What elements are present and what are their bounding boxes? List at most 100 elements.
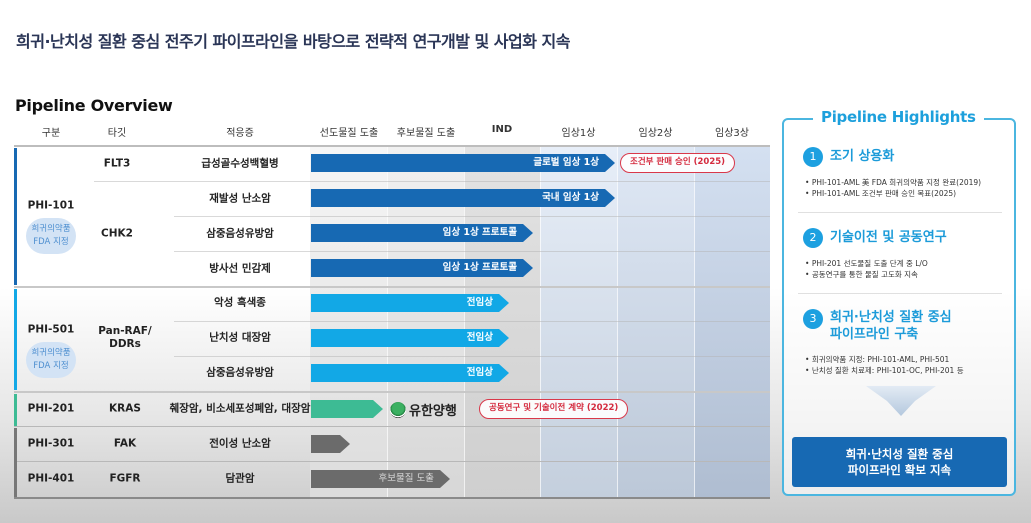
highlight-heading-2: 기술이전 및 공동연구 [830, 230, 947, 245]
group-bar-phi501 [14, 289, 17, 390]
group-divider [14, 391, 770, 393]
licensing-contract-pill: 공동연구 및 기술이전 계약 (2022) [479, 399, 629, 419]
program-id-phi101: PHI-101 [27, 199, 75, 212]
progress-bar-phi301 [311, 435, 350, 453]
target-line: Pan-RAF/ [98, 324, 152, 337]
number-badge-1: 1 [803, 147, 823, 167]
progress-bar-phi101-oc: 국내 임상 1상 [311, 189, 615, 207]
bullet-item: 희귀의약품 지정: PHI-101-AML, PHI-501 [805, 354, 964, 365]
row-divider [174, 321, 770, 322]
highlight-heading-3: 희귀·난치성 질환 중심 파이프라인 구축 [830, 309, 952, 343]
col-header-target: 타깃 [107, 128, 127, 139]
indication: 담관암 [225, 472, 255, 485]
program-id-phi201: PHI-201 [27, 402, 75, 415]
indication: 악성 흑색종 [214, 296, 266, 309]
progress-bar-phi201 [311, 400, 383, 418]
number-badge-3: 3 [803, 309, 823, 329]
indication: 삼중음성유방암 [206, 366, 274, 379]
group-bar-phi201 [14, 394, 17, 426]
col-header-ind: IND [491, 124, 513, 135]
target-flt3: FLT3 [103, 157, 131, 170]
indication: 난치성 대장암 [209, 331, 271, 344]
progress-bar-phi501-tnbc: 전임상 [311, 364, 509, 382]
yuhan-logo-icon [390, 401, 406, 418]
stage-separator [464, 147, 465, 497]
col-header-lead: 선도물질 도출 [319, 128, 379, 139]
group-bar-phi301-401 [14, 428, 17, 497]
col-header-indication: 적응증 [226, 128, 254, 139]
highlight-heading-1: 조기 상용화 [830, 149, 895, 164]
col-header-phase1: 임상1상 [561, 128, 596, 139]
col-header-phase3: 임상3상 [715, 128, 749, 139]
program-id-phi501: PHI-501 [27, 323, 75, 336]
stage-separator [617, 147, 618, 497]
group-bar-phi101 [14, 148, 17, 285]
highlight-bullets-3: 희귀의약품 지정: PHI-101-AML, PHI-501 난치성 질환 치료… [805, 354, 964, 376]
highlight-divider [798, 293, 1002, 294]
progress-bar-phi101-radio: 임상 1상 프로토콜 [311, 259, 533, 277]
row-divider [174, 356, 770, 357]
highlights-title: Pipeline Highlights [813, 108, 984, 126]
bullet-item: 공동연구를 통한 물질 고도화 지속 [805, 269, 928, 280]
progress-bar-phi101-tnbc: 임상 1상 프로토콜 [311, 224, 533, 242]
target-fak: FAK [113, 437, 137, 450]
stage-separator [540, 147, 541, 497]
indication: 급성골수성백혈병 [201, 157, 279, 170]
row-divider [94, 181, 770, 182]
progress-bar-phi101-aml: 글로벌 임상 1상 [311, 154, 615, 172]
target-chk2: CHK2 [101, 227, 133, 240]
fda-orphan-badge: 희귀의약품 FDA 지정 [26, 218, 76, 254]
badge-line: FDA 지정 [33, 361, 69, 371]
highlights-result-box: 희귀·난치성 질환 중심 파이프라인 확보 지속 [792, 437, 1007, 487]
highlight-bullets-2: PHI-201 선도물질 도출 단계 중 L/O 공동연구를 통한 물질 고도화… [805, 258, 928, 280]
col-header-candidate: 후보물질 도출 [396, 128, 456, 139]
header-divider [14, 145, 770, 147]
group-divider [14, 426, 770, 427]
badge-line: 희귀의약품 [31, 348, 71, 358]
pipeline-table: 구분 타깃 적응증 선도물질 도출 후보물질 도출 IND 임상1상 임상2상 … [14, 120, 770, 500]
conditional-approval-pill: 조건부 판매 승인 (2025) [620, 153, 736, 173]
result-line: 희귀·난치성 질환 중심 [845, 447, 954, 461]
partner-name: 유한양행 [409, 404, 457, 419]
indication: 재발성 난소암 [209, 192, 271, 205]
target-kras: KRAS [109, 402, 141, 415]
bullet-item: PHI-201 선도물질 도출 단계 중 L/O [805, 258, 928, 269]
row-divider [174, 216, 770, 217]
bullet-item: 난치성 질환 치료제: PHI-101-OC, PHI-201 등 [805, 365, 964, 376]
group-divider [14, 286, 770, 288]
target-fgfr: FGFR [109, 472, 141, 485]
indication: 췌장암, 비소세포성폐암, 대장암 [169, 402, 311, 415]
heading-line: 파이프라인 구축 [830, 327, 919, 342]
indication: 방사선 민감제 [209, 262, 271, 275]
badge-line: FDA 지정 [33, 237, 69, 247]
progress-bar-phi501-crc: 전임상 [311, 329, 509, 347]
target-pan-raf: Pan-RAF/ DDRs [98, 325, 152, 351]
result-line: 파이프라인 확보 지속 [847, 463, 952, 477]
row-divider [174, 251, 770, 252]
stage-separator [387, 147, 388, 497]
badge-line: 희귀의약품 [31, 224, 71, 234]
program-id-phi301: PHI-301 [27, 437, 75, 450]
number-badge-2: 2 [803, 228, 823, 248]
stage-separator [694, 147, 695, 497]
pipeline-overview-title: Pipeline Overview [15, 96, 173, 115]
indication: 삼중음성유방암 [206, 227, 274, 240]
fda-orphan-badge: 희귀의약품 FDA 지정 [26, 342, 76, 378]
col-header-phase2: 임상2상 [638, 128, 673, 139]
highlight-bullets-1: PHI-101-AML 美 FDA 희귀의약품 지정 완료(2019) PHI-… [805, 177, 981, 199]
highlight-divider [798, 212, 1002, 213]
bullet-item: PHI-101-AML 美 FDA 희귀의약품 지정 완료(2019) [805, 177, 981, 188]
page-headline: 희귀·난치성 질환 중심 전주기 파이프라인을 바탕으로 전략적 연구개발 및 … [16, 32, 570, 51]
indication: 전이성 난소암 [209, 437, 271, 450]
bullet-item: PHI-101-AML 조건부 판매 승인 목표(2025) [805, 188, 981, 199]
target-line: DDRs [109, 338, 141, 350]
group-divider [14, 461, 770, 462]
program-id-phi401: PHI-401 [27, 472, 75, 485]
heading-line: 희귀·난치성 질환 중심 [830, 310, 952, 325]
col-header-category: 구분 [41, 128, 61, 139]
table-bottom-border [14, 497, 770, 499]
partner-yuhan: 유한양행 [390, 400, 457, 419]
stage-bg-phase2 [617, 147, 694, 497]
progress-bar-phi401: 후보물질 도출 [311, 470, 450, 488]
progress-bar-phi501-melanoma: 전임상 [311, 294, 509, 312]
